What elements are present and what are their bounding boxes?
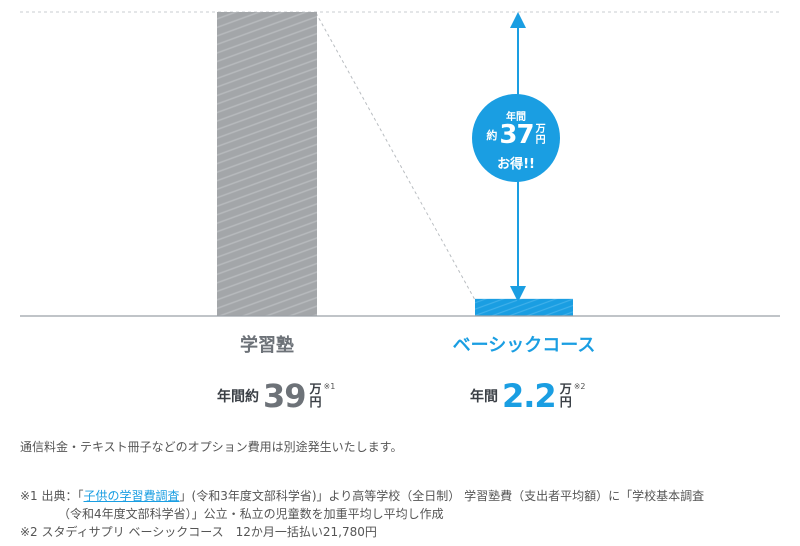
source-survey-link[interactable]: 子供の学習費調査 (83, 489, 180, 503)
savings-tagline: お得!! (497, 157, 535, 172)
footnote-1-continued: （令和4年度文部科学省）」公立・私立の児童数を加重平均し平均し作成 (58, 507, 444, 521)
savings-value: 37 (499, 120, 534, 150)
footnote-1-text: 」(令和3年度文部科学省)」より高等学校（全日制） 学習塾費（支出者平均額）に「… (179, 489, 705, 503)
basic-unit-yen: 円 (559, 395, 572, 409)
savings-unit-yen: 円 (535, 135, 546, 146)
savings-prefix: 約 (486, 129, 498, 142)
footnote-1-prefix: ※1 出典：「 (20, 489, 84, 503)
savings-unit-man: 万 (535, 124, 546, 135)
savings-period: 年間 (506, 112, 526, 123)
juku-unit-yen: 円 (309, 395, 322, 409)
basic-price: 年間 2.2 万 円 ※2 (470, 380, 586, 412)
savings-bubble: 年間 約 37 万 円 お得!! (472, 94, 560, 182)
basic-unit-man: 万 (559, 382, 572, 396)
basic-price-prefix: 年間 (470, 389, 498, 405)
juku-label: 学習塾 (240, 335, 294, 356)
juku-price-prefix: 年間約 (217, 389, 259, 405)
basic-course-label: ベーシックコース (452, 335, 596, 356)
juku-unit-man: 万 (309, 382, 322, 396)
footnote-1: ※1 出典：「子供の学習費調査」(令和3年度文部科学省)」より高等学校（全日制）… (20, 487, 704, 504)
connector-dashed-line (315, 12, 476, 301)
bar-juku (217, 12, 317, 316)
footnote-2: ※2 スタディサプリ ベーシックコース 12か月一括払い21,780円 (20, 525, 377, 539)
juku-price-value: 39 (263, 377, 307, 415)
basic-footnote-mark: ※2 (573, 382, 586, 391)
juku-footnote-mark: ※1 (323, 382, 336, 391)
cost-comparison-chart (20, 11, 780, 317)
juku-price: 年間約 39 万 円 ※1 (217, 380, 335, 412)
option-fee-note: 通信料金・テキスト冊子などのオプション費用は別途発生いたします。 (20, 440, 403, 454)
basic-price-value: 2.2 (502, 377, 557, 415)
bar-basic-course (475, 298, 573, 316)
